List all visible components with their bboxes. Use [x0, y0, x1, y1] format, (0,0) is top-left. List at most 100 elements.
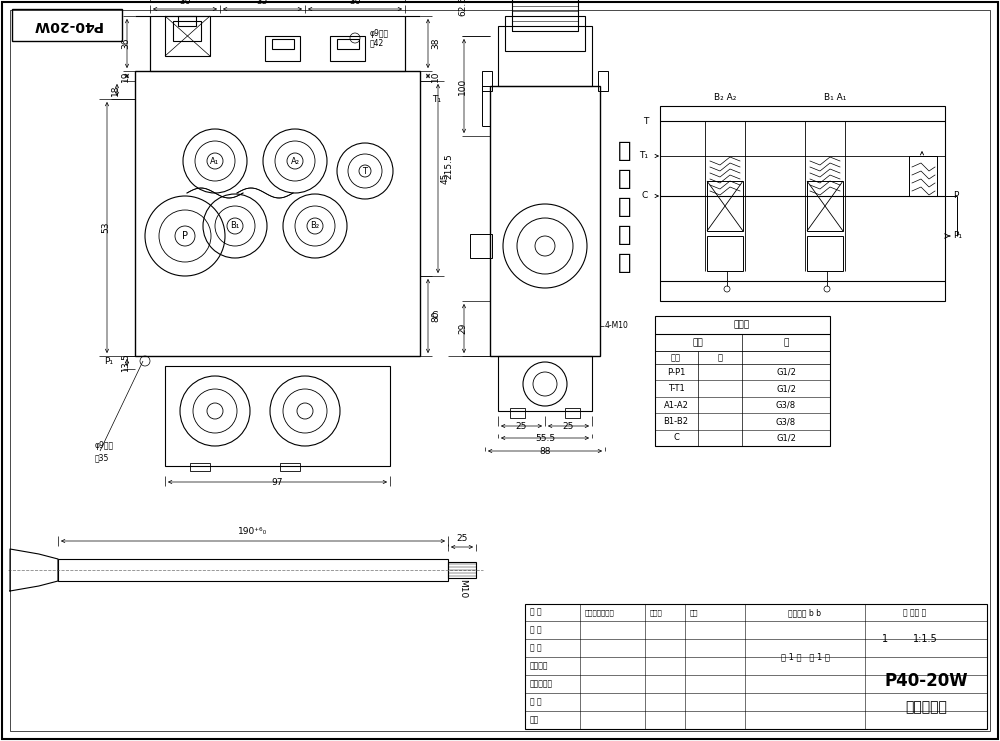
Bar: [190, 463, 210, 471]
Bar: [512, 0, 578, 31]
Text: 88: 88: [539, 447, 551, 456]
Text: A₂: A₂: [290, 156, 300, 165]
Text: T: T: [362, 167, 368, 176]
Text: C: C: [432, 311, 438, 321]
Text: 13.5: 13.5: [121, 353, 130, 372]
Text: 图件数比 b b: 图件数比 b b: [788, 608, 822, 617]
Bar: [660, 106, 945, 301]
Text: 45: 45: [441, 173, 450, 185]
Text: P₁: P₁: [953, 231, 962, 241]
Text: 工艺检查: 工艺检查: [530, 662, 548, 671]
Text: C: C: [673, 433, 679, 442]
Bar: [707, 181, 743, 231]
Text: 10: 10: [431, 70, 440, 82]
Text: 18: 18: [111, 84, 120, 96]
Text: 格: 格: [718, 353, 722, 362]
Bar: [655, 316, 830, 446]
Text: T₁: T₁: [432, 95, 441, 104]
Text: 25: 25: [563, 422, 574, 431]
Text: P-P1: P-P1: [667, 368, 685, 377]
Bar: [448, 562, 476, 578]
Bar: [490, 86, 600, 356]
Text: T₁: T₁: [639, 151, 648, 161]
Bar: [807, 236, 843, 271]
Text: 19: 19: [121, 70, 130, 82]
Text: 二联多路阀: 二联多路阀: [905, 700, 947, 714]
Bar: [265, 36, 300, 61]
Text: 备记: 备记: [530, 716, 539, 725]
Bar: [165, 16, 210, 56]
Text: 25: 25: [516, 422, 527, 431]
Bar: [337, 39, 359, 49]
Text: 审 核: 审 核: [530, 697, 542, 706]
Text: P₁: P₁: [104, 357, 113, 367]
Text: P: P: [182, 231, 188, 241]
Text: A1-A2: A1-A2: [664, 401, 688, 410]
Text: 阀体: 阀体: [693, 339, 703, 348]
Text: B1-B2: B1-B2: [664, 417, 688, 426]
Text: 97: 97: [272, 478, 283, 487]
Text: 100: 100: [458, 77, 467, 95]
Bar: [12, 9, 122, 41]
Text: 1: 1: [882, 634, 888, 644]
Text: 55.5: 55.5: [535, 434, 555, 443]
Text: 阀体规: 阀体规: [734, 321, 750, 330]
Text: φ9通孔: φ9通孔: [95, 442, 114, 451]
Bar: [272, 39, 294, 49]
Text: 理: 理: [618, 225, 632, 245]
Text: T-T1: T-T1: [668, 385, 684, 393]
Text: 62.5: 62.5: [458, 0, 467, 16]
Text: 215.5: 215.5: [444, 153, 453, 179]
Text: 35: 35: [257, 0, 268, 6]
Text: 29: 29: [458, 323, 467, 334]
Text: 制 图: 制 图: [530, 625, 542, 634]
Bar: [280, 463, 300, 471]
Text: 1:1.5: 1:1.5: [913, 634, 937, 644]
Text: 原: 原: [618, 197, 632, 217]
Text: 日期: 日期: [690, 610, 698, 617]
Text: P40-20W: P40-20W: [884, 672, 968, 690]
Text: 190⁺⁶₀: 190⁺⁶₀: [238, 527, 268, 536]
Bar: [482, 71, 492, 91]
Bar: [173, 21, 201, 41]
Text: 共 1 重   第 1 套: 共 1 重 第 1 套: [781, 653, 829, 662]
Bar: [498, 26, 592, 86]
Text: 30: 30: [349, 0, 361, 6]
Text: G3/8: G3/8: [776, 401, 796, 410]
Text: B₁: B₁: [230, 222, 240, 230]
Text: 液: 液: [618, 141, 632, 161]
Text: B₂ A₂: B₂ A₂: [714, 93, 736, 102]
Bar: [510, 408, 525, 418]
Text: 接口: 接口: [671, 353, 681, 362]
Text: 高42: 高42: [370, 39, 384, 47]
Text: 25: 25: [456, 534, 468, 543]
Text: 36: 36: [121, 38, 130, 49]
Text: 规: 规: [783, 339, 789, 348]
Text: A₁: A₁: [210, 156, 220, 165]
Text: T: T: [643, 116, 648, 125]
Bar: [565, 408, 580, 418]
Text: G1/2: G1/2: [776, 385, 796, 393]
Bar: [807, 181, 843, 231]
Text: B₁ A₁: B₁ A₁: [824, 93, 846, 102]
Bar: [909, 156, 937, 196]
Text: 更改人: 更改人: [650, 610, 663, 617]
Text: 压: 压: [618, 169, 632, 189]
Bar: [707, 236, 743, 271]
Bar: [165, 366, 390, 466]
Text: 更改内容或依据: 更改内容或依据: [585, 610, 615, 617]
Text: 4-M10: 4-M10: [605, 322, 629, 330]
Text: 图: 图: [618, 253, 632, 273]
Text: B₂: B₂: [310, 222, 320, 230]
Text: 标准化检查: 标准化检查: [530, 679, 553, 688]
Bar: [525, 604, 987, 729]
Text: 收 件: 收 件: [530, 643, 542, 653]
Text: P40-20W: P40-20W: [32, 18, 102, 32]
Text: G1/2: G1/2: [776, 368, 796, 377]
Text: 30: 30: [179, 0, 191, 6]
Text: 80: 80: [431, 310, 440, 322]
Bar: [330, 36, 365, 61]
Bar: [470, 234, 492, 258]
Text: 高35: 高35: [95, 453, 109, 462]
Bar: [178, 16, 196, 26]
